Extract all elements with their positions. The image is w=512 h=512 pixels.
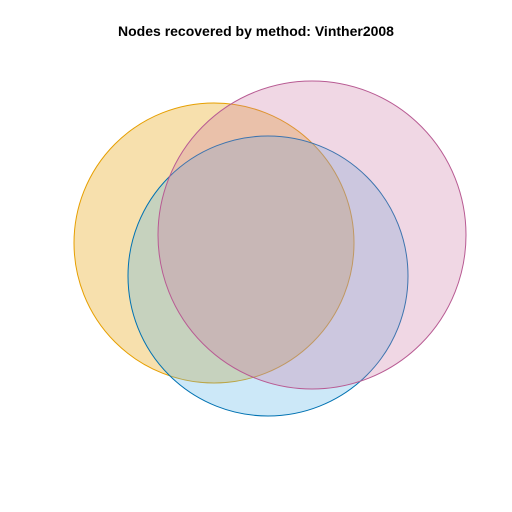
page-title: Nodes recovered by method: Vinther2008 — [118, 23, 394, 39]
venn-set-blue — [127, 135, 409, 417]
venn-set-pink — [157, 80, 467, 390]
venn-set-orange — [73, 102, 355, 384]
